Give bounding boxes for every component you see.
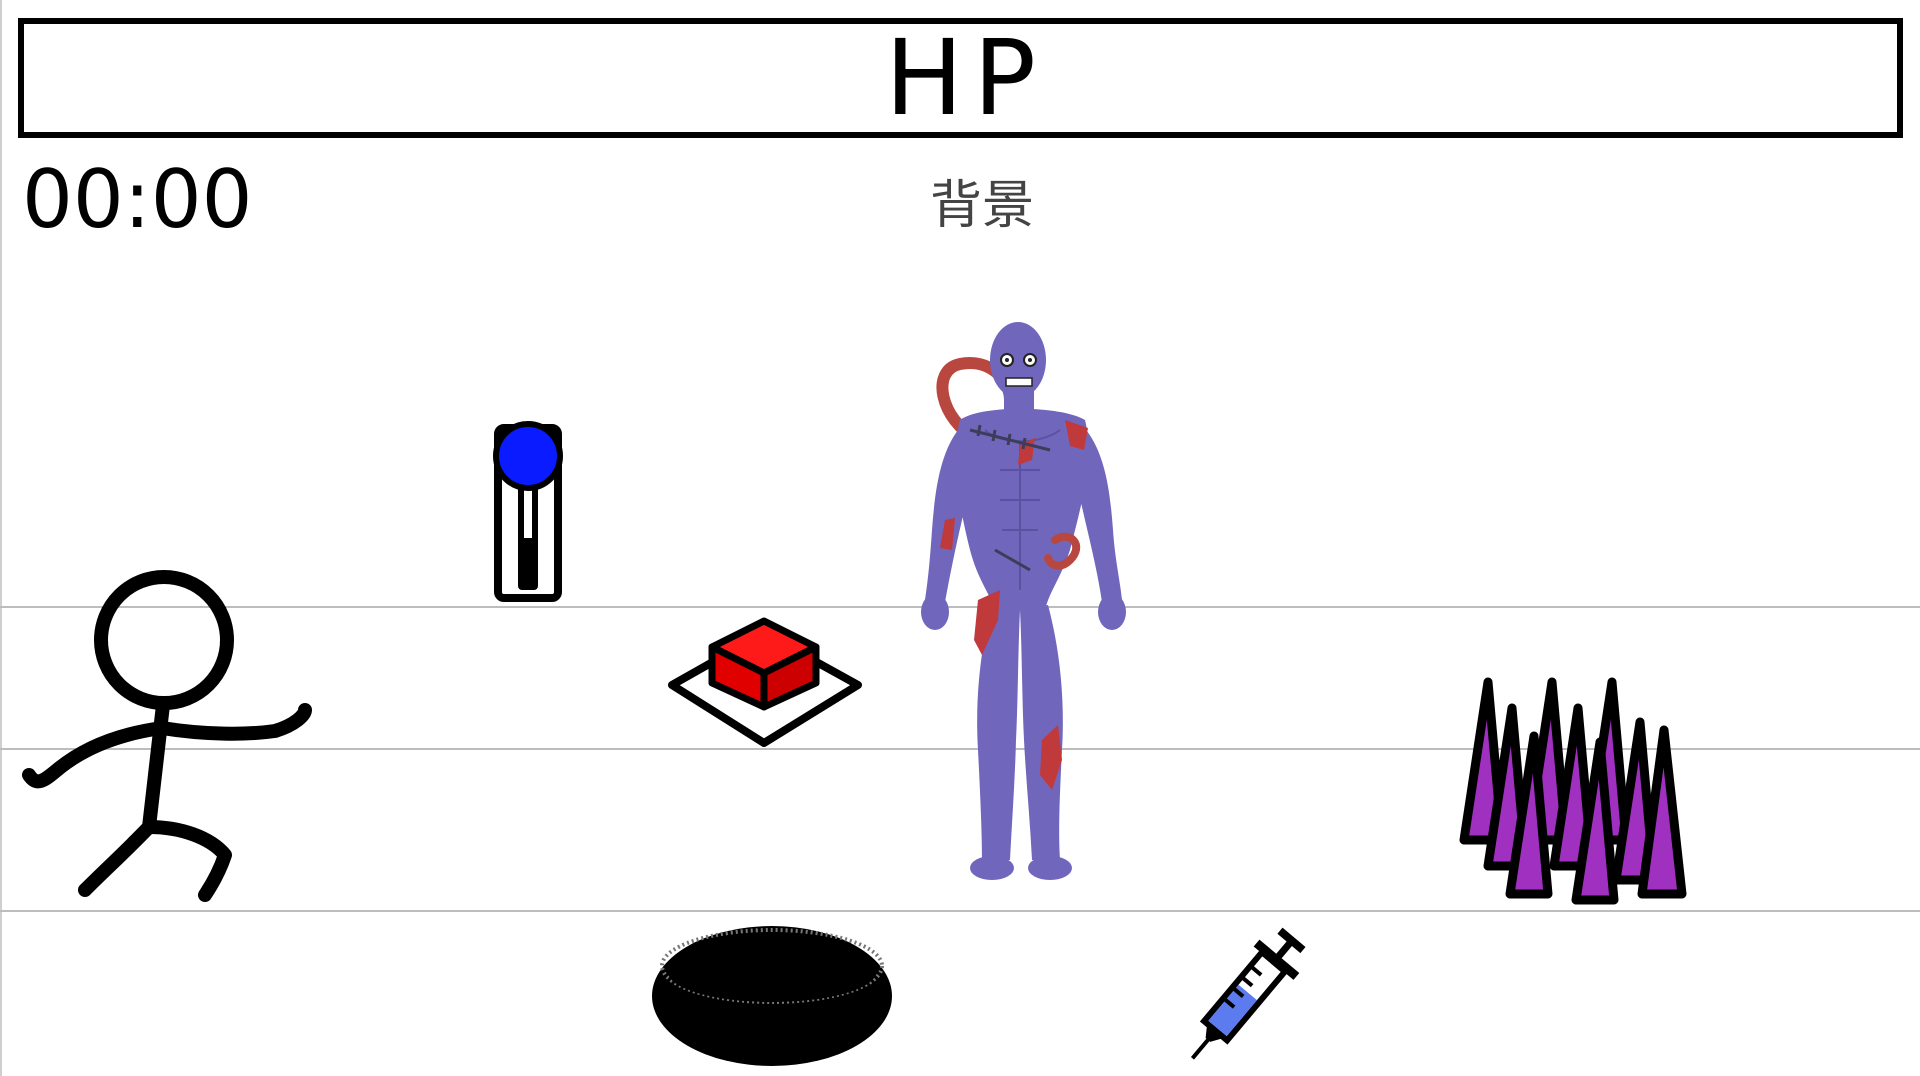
background-label: 背景: [930, 176, 1035, 236]
lane-line-2: [0, 748, 1920, 750]
syringe-icon: [1190, 927, 1306, 1060]
zombie-icon: [921, 322, 1126, 880]
spike-trap[interactable]: [1450, 672, 1700, 912]
stick-figure-player[interactable]: [15, 565, 325, 905]
spikes-icon: [1459, 677, 1687, 905]
running-stick-figure-icon: [22, 570, 312, 902]
hole-icon: [652, 926, 892, 1066]
lever-icon: [493, 421, 563, 602]
lane-line-1: [0, 606, 1920, 608]
timer: 00:00: [22, 153, 253, 246]
lane-line-3: [0, 910, 1920, 912]
pit-hole[interactable]: [648, 920, 896, 1068]
lever-switch[interactable]: [490, 420, 570, 605]
red-button-icon: [668, 617, 862, 747]
floor-button[interactable]: [668, 615, 862, 750]
hp-label: HP: [885, 17, 1046, 139]
syringe-item[interactable]: [1188, 920, 1306, 1070]
stage-left-edge: [0, 0, 2, 1076]
zombie-enemy[interactable]: [900, 320, 1150, 890]
hp-bar: HP: [18, 18, 1903, 138]
